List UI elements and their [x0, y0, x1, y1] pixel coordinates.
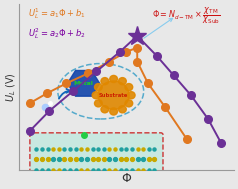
Text: $U_L^2 = a_2\Phi+b_2$: $U_L^2 = a_2\Phi+b_2$ — [28, 26, 85, 41]
Text: $U_L^1 = a_1\Phi+b_1$: $U_L^1 = a_1\Phi+b_1$ — [28, 6, 85, 21]
Circle shape — [110, 75, 118, 83]
FancyBboxPatch shape — [30, 133, 163, 189]
Text: Substrate: Substrate — [99, 93, 128, 98]
FancyArrowPatch shape — [59, 89, 70, 99]
Circle shape — [127, 92, 135, 99]
Circle shape — [94, 84, 102, 91]
Text: Metal: Metal — [74, 81, 94, 86]
Circle shape — [92, 92, 100, 99]
Circle shape — [119, 106, 126, 113]
Circle shape — [110, 108, 118, 115]
Text: $\Phi = N_{d-\mathrm{TM}}\times\dfrac{\chi_{\mathrm{TM}}}{\chi_{\mathrm{Sub}}}$: $\Phi = N_{d-\mathrm{TM}}\times\dfrac{\c… — [152, 6, 221, 26]
Circle shape — [119, 78, 126, 85]
Circle shape — [101, 106, 109, 113]
Circle shape — [94, 100, 102, 107]
Circle shape — [125, 100, 133, 107]
X-axis label: $\Phi$: $\Phi$ — [121, 172, 132, 185]
Circle shape — [101, 78, 109, 85]
Circle shape — [125, 84, 133, 91]
Circle shape — [98, 81, 129, 109]
Y-axis label: $U_L$ (V): $U_L$ (V) — [4, 72, 18, 102]
